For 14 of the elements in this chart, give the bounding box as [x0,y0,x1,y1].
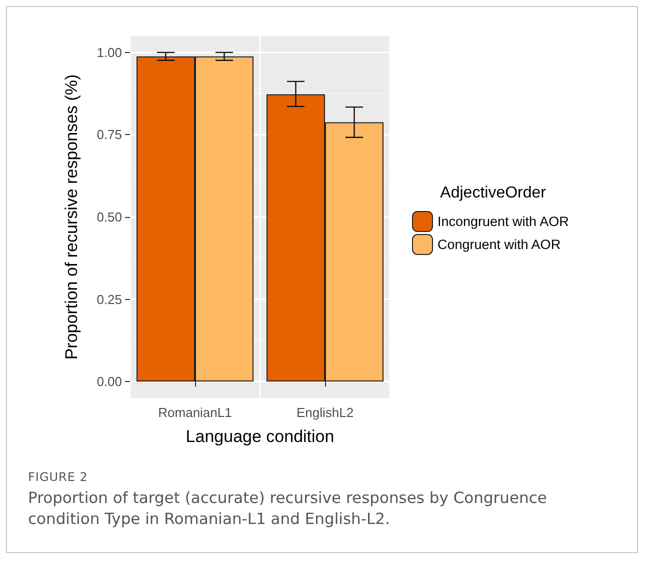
y-tick-label: 1.00 [96,44,122,60]
legend-label: Congruent with AOR [438,237,561,252]
x-tick-label: EnglishL2 [296,405,354,420]
y-tick-label: 0.75 [96,127,122,142]
x-axis-title: Language condition [186,427,334,446]
legend-label: Incongruent with AOR [438,214,570,229]
x-tick-label: RomanianL1 [158,405,232,420]
legend-title: AdjectiveOrder [440,184,547,202]
y-tick-label: 0.00 [96,374,122,390]
y-tick-label: 0.50 [96,210,122,224]
y-axis-title: Proportion of recursive responses (%) [62,74,81,360]
y-tick-label: 0.25 [96,292,122,307]
text: Proportion of target (accurate) recursive responses by Congruence condition Type in Romanian-L1 and English-L2. [28,488,548,530]
caption: FIGURE 2 [28,470,89,484]
